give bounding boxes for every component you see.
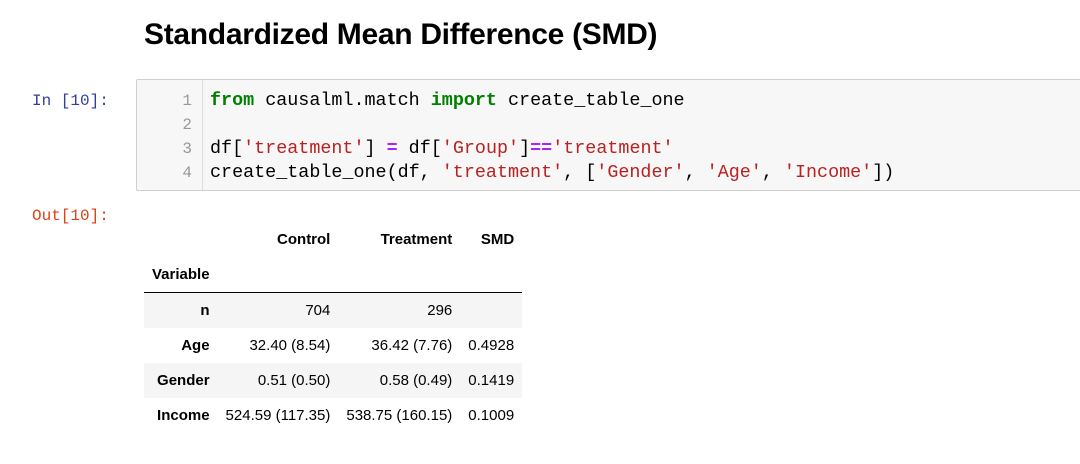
keyword: from: [210, 90, 255, 111]
input-prompt: In [10]:: [32, 92, 109, 110]
operator: =: [386, 138, 398, 159]
smd-value: 0.1419: [468, 372, 515, 389]
line-number: 2: [182, 116, 192, 134]
table-row: n 704 296: [144, 292, 523, 329]
column-header-control: Control: [277, 231, 331, 248]
code-text: create_table_one: [496, 90, 685, 111]
row-label: Gender: [157, 372, 210, 389]
smd-value: [460, 293, 522, 329]
line-number: 4: [182, 164, 192, 182]
string-literal: 'treatment': [441, 162, 564, 183]
smd-value: 0.1009: [468, 407, 515, 424]
code-text: ,: [761, 162, 784, 183]
table-row: Age 32.40 (8.54) 36.42 (7.76) 0.4928: [144, 328, 522, 363]
header-blank: [460, 257, 522, 293]
output-prompt: Out[10]:: [32, 207, 109, 225]
code-line-1[interactable]: from causalml.match import create_table_…: [210, 90, 685, 111]
header-blank: [144, 222, 218, 257]
treatment-value: 36.42 (7.76): [371, 337, 453, 354]
column-header-treatment: Treatment: [380, 231, 453, 248]
treatment-value: 538.75 (160.15): [346, 407, 453, 424]
treatment-value: 0.58 (0.49): [379, 372, 453, 389]
table-header-row: Control Treatment SMD: [144, 222, 522, 257]
string-literal: 'Gender': [596, 162, 685, 183]
line-number-gutter: 1 2 3 4: [137, 80, 203, 190]
header-blank: [338, 257, 460, 293]
index-name: Variable: [152, 266, 210, 283]
row-label: n: [200, 302, 210, 319]
code-text: causalml.match: [254, 90, 431, 111]
control-value: 0.51 (0.50): [257, 372, 331, 389]
control-value: 704: [305, 302, 331, 319]
code-text: ]: [364, 138, 387, 159]
string-literal: 'Group': [441, 138, 520, 159]
control-value: 32.40 (8.54): [249, 337, 331, 354]
string-literal: 'treatment': [243, 138, 365, 159]
code-text: create_table_one(df,: [210, 162, 442, 183]
treatment-value: 296: [427, 302, 453, 319]
control-value: 524.59 (117.35): [225, 407, 331, 424]
code-text: ]: [519, 138, 531, 159]
code-text: ,: [684, 162, 707, 183]
code-line-4[interactable]: create_table_one(df, 'treatment', ['Gend…: [210, 162, 894, 183]
row-label: Income: [157, 407, 210, 424]
table-one-output: Control Treatment SMD Variable n 704 296…: [144, 222, 523, 433]
code-cell[interactable]: 1 2 3 4 from causalml.match import creat…: [136, 79, 1080, 191]
code-line-3[interactable]: df['treatment'] = df['Group']=='treatmen…: [210, 138, 674, 159]
column-header-smd: SMD: [480, 231, 515, 248]
section-heading: Standardized Mean Difference (SMD): [144, 18, 658, 51]
line-number: 3: [182, 140, 192, 158]
table-row: Gender 0.51 (0.50) 0.58 (0.49) 0.1419: [144, 363, 523, 398]
code-text: ]): [872, 162, 895, 183]
table-row: Income 524.59 (117.35) 538.75 (160.15) 0…: [144, 398, 522, 433]
smd-value: 0.4928: [468, 337, 515, 354]
code-text: df[: [210, 138, 244, 159]
code-text: , [: [563, 162, 597, 183]
row-label: Age: [181, 337, 210, 354]
string-literal: 'treatment': [552, 138, 674, 159]
string-literal: 'Age': [706, 162, 762, 183]
operator: ==: [530, 138, 553, 159]
keyword: import: [430, 90, 497, 111]
string-literal: 'Income': [783, 162, 873, 183]
index-name-row: Variable: [144, 257, 523, 293]
line-number: 1: [182, 92, 192, 110]
code-text: df[: [397, 138, 442, 159]
header-blank: [218, 257, 339, 293]
